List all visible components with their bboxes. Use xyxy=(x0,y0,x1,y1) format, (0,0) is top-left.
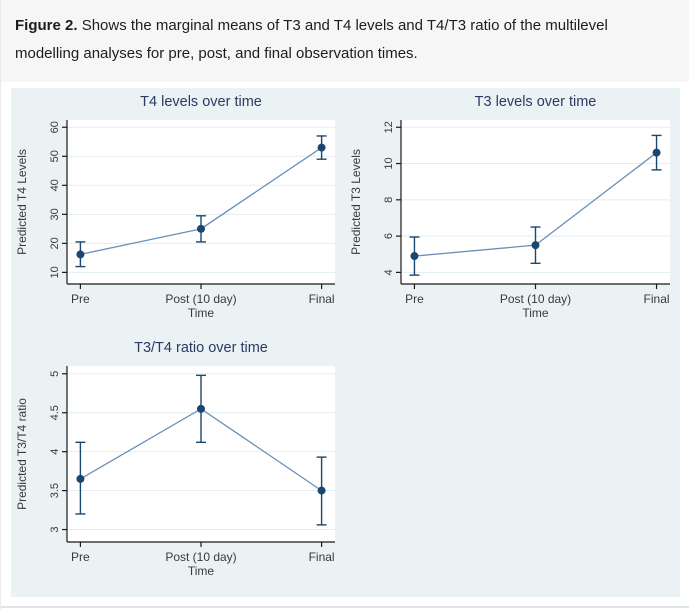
bottom-divider xyxy=(1,606,689,608)
t3-levels-chart: 4 6 8 10 12 Pre Post (10 day) Final Time Predicte… xyxy=(345,88,680,334)
x-tick-label: Post (10 day) xyxy=(500,292,571,306)
x-tick-label: Pre xyxy=(405,292,424,306)
y-tick-label: 4 xyxy=(49,449,61,455)
data-point xyxy=(531,241,540,250)
x-tick-label: Pre xyxy=(71,550,90,564)
data-point xyxy=(197,224,205,233)
data-point xyxy=(76,474,85,483)
y-tick-label: 4.5 xyxy=(49,405,61,420)
figure-2-graph: 10 20 30 40 50 60 Pre Post (10 day) Final Time Pre… xyxy=(11,88,680,597)
y-tick-label: 30 xyxy=(49,208,61,220)
x-axis-title: Time xyxy=(188,564,215,578)
y-tick-label: 3 xyxy=(49,526,61,532)
chart-svg: 4 6 8 10 12 Pre Post (10 day) Final Time Predicte… xyxy=(349,94,670,320)
plot-area xyxy=(67,120,335,284)
x-tick-label: Final xyxy=(309,550,335,564)
chart-title: T4 levels over time xyxy=(140,94,262,110)
figure-caption-label: Figure 2. xyxy=(15,17,78,34)
data-point xyxy=(317,486,326,495)
t4-levels-chart: 10 20 30 40 50 60 Pre Post (10 day) Final Time Pre… xyxy=(11,88,345,334)
y-tick-label: 10 xyxy=(49,266,61,278)
chart-svg: 10 20 30 40 50 60 Pre Post (10 day) Final Time Pre… xyxy=(15,94,335,320)
data-point xyxy=(410,252,419,261)
figure-caption: Figure 2. Shows the marginal means of T3… xyxy=(1,0,689,82)
y-axis-title: Predicted T4 Levels xyxy=(15,149,29,255)
data-point xyxy=(317,143,326,152)
figure-caption-text: Shows the marginal means of T3 and T4 le… xyxy=(15,17,608,62)
y-tick-label: 40 xyxy=(49,179,61,191)
chart-title: T3/T4 ratio over time xyxy=(134,340,268,356)
x-tick-label: Post (10 day) xyxy=(165,292,236,306)
y-axis-title: Predicted T3 Levels xyxy=(349,149,363,255)
x-tick-label: Final xyxy=(309,292,335,306)
y-tick-label: 12 xyxy=(383,121,395,133)
data-point xyxy=(652,148,661,157)
data-point xyxy=(76,250,85,259)
y-tick-label: 5 xyxy=(49,371,61,377)
chart-svg: 3 3.5 4 4.5 5 Pre Post (10 day) Final Time Predic… xyxy=(15,340,335,578)
y-axis-title: Predicted T3/T4 ratio xyxy=(15,398,29,510)
data-point xyxy=(197,404,205,413)
x-tick-label: Post (10 day) xyxy=(165,550,236,564)
x-axis-title: Time xyxy=(522,306,549,320)
y-tick-label: 10 xyxy=(383,157,395,169)
y-tick-label: 8 xyxy=(383,197,395,203)
chart-title: T3 levels over time xyxy=(475,94,597,110)
x-tick-label: Pre xyxy=(71,292,90,306)
y-tick-label: 4 xyxy=(383,269,395,275)
y-tick-label: 50 xyxy=(49,150,61,162)
y-tick-label: 20 xyxy=(49,237,61,249)
y-tick-label: 60 xyxy=(49,121,61,133)
x-tick-label: Final xyxy=(644,292,670,306)
x-axis-title: Time xyxy=(188,306,215,320)
t3t4-ratio-chart: 3 3.5 4 4.5 5 Pre Post (10 day) Final Time Predic… xyxy=(11,334,345,597)
y-tick-label: 6 xyxy=(383,233,395,239)
y-tick-label: 3.5 xyxy=(49,483,61,498)
empty-panel xyxy=(345,334,680,597)
